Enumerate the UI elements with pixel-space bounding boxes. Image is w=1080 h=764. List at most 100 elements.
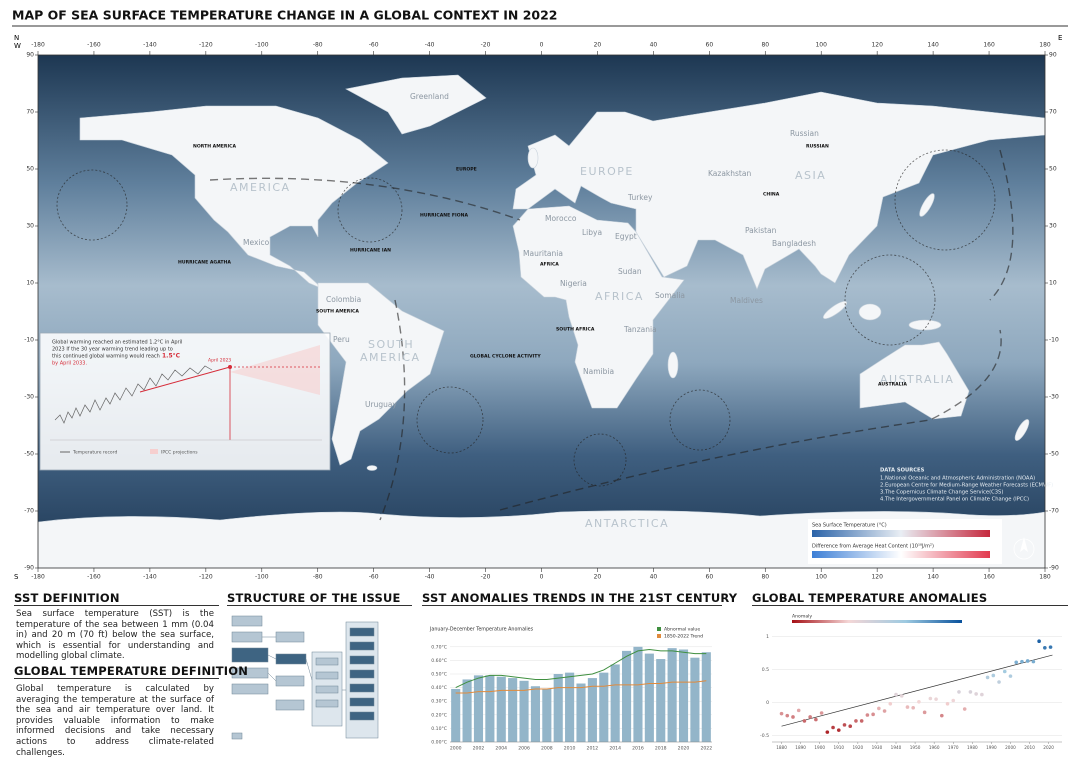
lon-label: 60 xyxy=(706,42,714,49)
japan xyxy=(919,193,935,217)
legend-label: Abnormal value xyxy=(664,627,700,633)
source-item: 2.European Centre for Medium-Range Weath… xyxy=(880,483,1053,489)
y-tick-label: 0.50°C xyxy=(431,672,447,678)
point xyxy=(848,724,853,728)
north-america xyxy=(79,105,389,290)
annotation-heading: AUSTRALIA xyxy=(878,382,907,388)
x-tick-label: 2010 xyxy=(564,746,576,752)
inset-legend: Temperature record xyxy=(72,450,117,456)
source-item: 3.The Copernicus Climate Change Service(… xyxy=(880,490,1003,496)
y-tick-label: 0.30°C xyxy=(431,699,447,705)
lon-label: 160 xyxy=(983,574,995,581)
inset-text: this continued global warming would reac… xyxy=(52,354,160,360)
current xyxy=(379,299,406,521)
bar xyxy=(462,679,472,742)
inset-legend-swatch xyxy=(150,449,158,454)
section-title: SST ANOMALIES TRENDS IN THE 21ST CENTURY xyxy=(422,591,738,605)
bar xyxy=(633,646,643,742)
compass-n: N xyxy=(14,34,19,42)
point xyxy=(957,690,961,694)
x-tick-label: 2016 xyxy=(632,746,644,752)
region-label: ASIA xyxy=(795,169,826,182)
region-label: AFRICA xyxy=(595,290,644,303)
diagram-box xyxy=(275,631,305,643)
bar xyxy=(485,675,495,742)
point xyxy=(854,719,858,723)
lon-label: -180 xyxy=(31,574,45,581)
point xyxy=(911,705,915,710)
y-tick-label: 0.70°C xyxy=(431,644,447,650)
lon-label: 100 xyxy=(815,574,827,581)
x-tick-label: 2014 xyxy=(609,746,621,752)
annotation-heading: HURRICANE FIONA xyxy=(420,213,468,219)
x-tick-label: 2000 xyxy=(450,746,462,752)
bar xyxy=(565,672,575,742)
lat-label: -90 xyxy=(1049,565,1059,572)
point xyxy=(1037,639,1041,643)
lon-label: -40 xyxy=(425,574,435,581)
lon-label: 100 xyxy=(815,42,827,49)
x-tick-label: 1930 xyxy=(872,745,883,750)
point xyxy=(980,692,984,697)
lon-label: -140 xyxy=(143,42,157,49)
country-label: Somalia xyxy=(655,291,685,300)
point xyxy=(888,701,893,706)
y-tick-label: 0 xyxy=(766,700,769,706)
diagram-box xyxy=(349,655,375,665)
x-tick-label: 2002 xyxy=(473,746,485,752)
x-tick-label: 1900 xyxy=(814,745,825,750)
diagram-box xyxy=(231,647,269,663)
legend-swatch xyxy=(657,627,661,631)
trend-line xyxy=(781,654,1053,727)
line-series xyxy=(455,649,707,689)
annotation-heading: HURRICANE AGATHA xyxy=(178,260,231,266)
lon-label: 80 xyxy=(761,42,769,49)
continents xyxy=(37,74,1046,569)
diagram-box xyxy=(349,641,375,651)
inset-highlight: 1.5°C xyxy=(162,353,181,360)
new-zealand xyxy=(1014,419,1030,441)
lat-label: -90 xyxy=(24,565,34,572)
lat-label: 30 xyxy=(26,223,34,230)
point xyxy=(1031,659,1036,664)
bar xyxy=(519,680,529,742)
point xyxy=(819,711,824,715)
line-series xyxy=(455,680,707,694)
country-label: Kazakhstan xyxy=(708,169,751,178)
point xyxy=(871,712,875,717)
north-needle xyxy=(1020,537,1028,552)
diagram-links xyxy=(262,636,346,691)
lat-label: -30 xyxy=(24,394,34,401)
annotation-heading: HURRICANE IAN xyxy=(350,248,391,254)
bar xyxy=(542,688,552,742)
data-sources: DATA SOURCES 1.National Oceanic and Atmo… xyxy=(880,468,1053,503)
diagram-box xyxy=(349,627,375,637)
lat-label: -10 xyxy=(24,337,34,344)
section-title: GLOBAL TEMPERATURE ANOMALIES xyxy=(752,591,988,605)
new-guinea xyxy=(908,319,942,331)
bar xyxy=(610,664,620,742)
y-tick-label: 1 xyxy=(766,634,769,640)
section-rule xyxy=(14,678,219,679)
lon-label: -20 xyxy=(481,574,491,581)
x-tick-label: 1980 xyxy=(967,745,978,750)
lat-label: -10 xyxy=(1049,337,1059,344)
region-label: SOUTH xyxy=(368,338,414,351)
point xyxy=(905,705,910,709)
lon-label: 0 xyxy=(540,574,544,581)
country-label: Turkey xyxy=(627,193,653,202)
x-tick-label: 1970 xyxy=(948,745,959,750)
australia xyxy=(859,341,970,420)
point xyxy=(951,698,956,703)
lon-label: -120 xyxy=(199,42,213,49)
inset: Global warming reached an estimated 1.2°… xyxy=(39,332,331,471)
annotation-heading: GLOBAL CYCLONE ACTIVITY xyxy=(470,354,541,360)
compass-e: E xyxy=(1058,34,1062,42)
y-tick-label: 0.10°C xyxy=(431,726,447,732)
lat-label: 90 xyxy=(1049,52,1057,59)
lon-label: -120 xyxy=(199,574,213,581)
lon-label: 120 xyxy=(871,574,883,581)
section-rule xyxy=(14,605,219,606)
point xyxy=(962,707,967,711)
current xyxy=(989,149,1014,301)
